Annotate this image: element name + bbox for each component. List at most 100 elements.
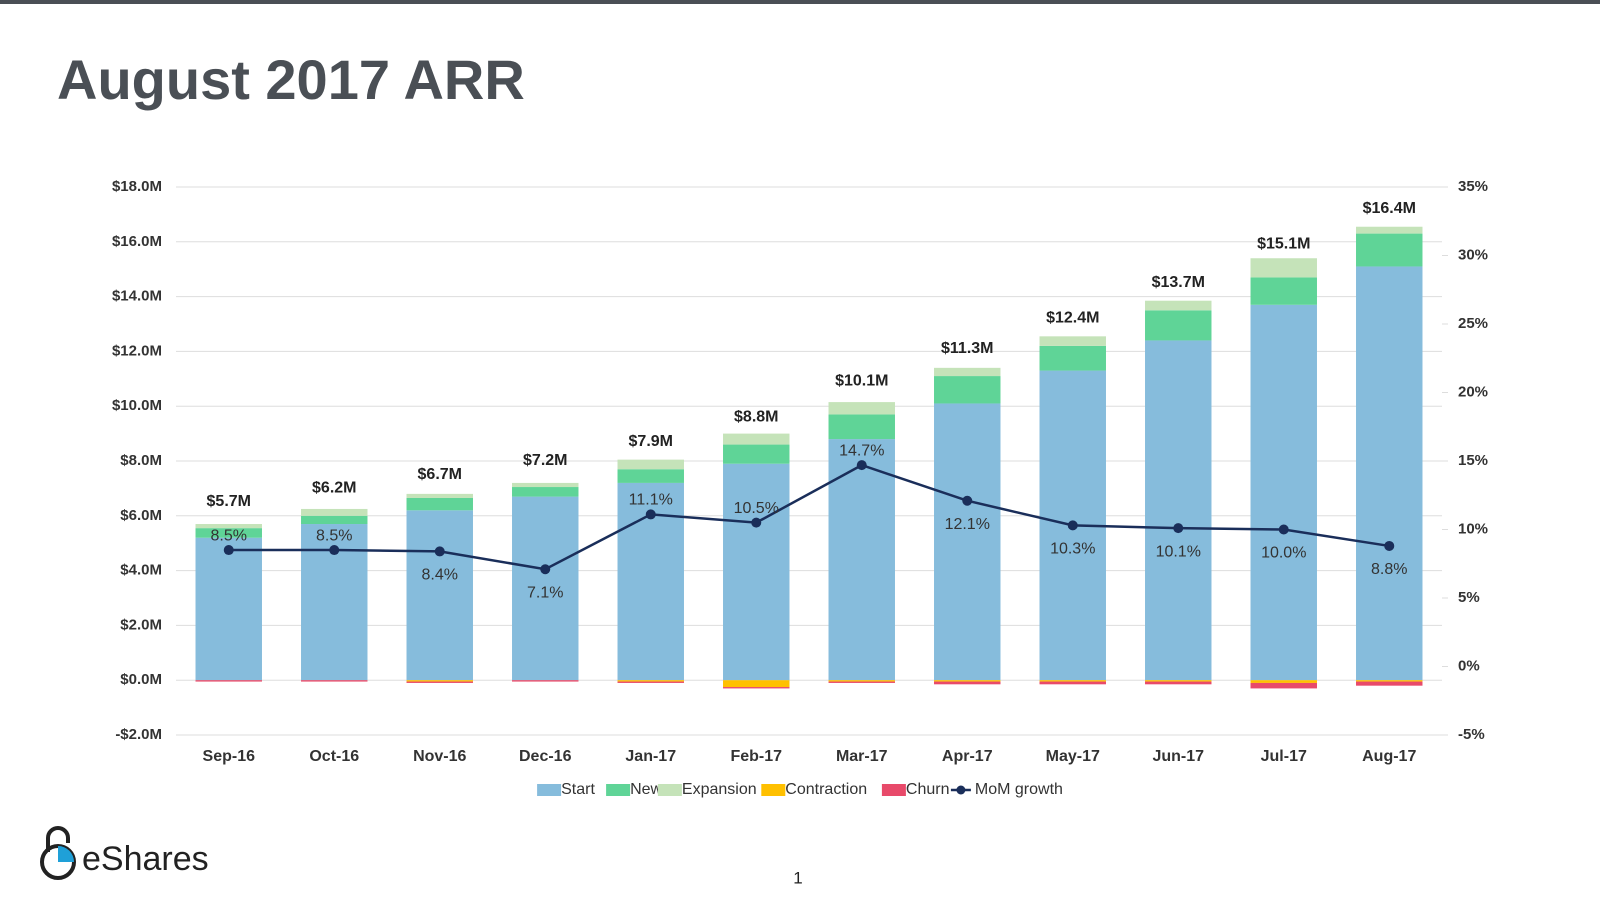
logo-text: eShares (82, 840, 209, 878)
total-label: $5.7M (207, 493, 251, 510)
bar-segment (1250, 277, 1317, 305)
bar-segment (512, 487, 579, 497)
bar-segment (1356, 266, 1423, 681)
bar-segment (723, 433, 790, 445)
y-tick-label: $18.0M (112, 178, 162, 195)
total-label: $7.2M (523, 452, 567, 469)
bar-segment (301, 680, 368, 682)
y-tick-label: $2.0M (120, 616, 162, 633)
bar-segment (195, 680, 262, 682)
bar-segment (406, 493, 473, 498)
bar-segment (617, 469, 684, 483)
line-point (434, 546, 445, 557)
line-point (1173, 523, 1184, 534)
y2-tick-label: 10% (1458, 520, 1488, 537)
bar-segment (723, 463, 790, 681)
bar-segment (828, 402, 895, 415)
x-tick-label: Jun-17 (1152, 748, 1204, 765)
legend-label: Churn (906, 781, 950, 798)
bar-segment (1145, 340, 1212, 681)
bar-segment (934, 403, 1001, 681)
total-label: $16.4M (1363, 200, 1416, 217)
line-point (223, 545, 234, 556)
line-series (228, 463, 1390, 571)
bar-segment (1145, 680, 1212, 682)
bar-segment (1250, 258, 1317, 278)
bar-segment (195, 524, 262, 529)
bar-segment (934, 376, 1001, 404)
total-label: $8.8M (734, 408, 778, 425)
total-label: $6.2M (312, 480, 356, 497)
legend-swatch (537, 784, 562, 796)
y-tick-label: $12.0M (112, 342, 162, 359)
y-tick-label: -$2.0M (115, 726, 162, 743)
bar-segment (1145, 681, 1212, 685)
bar-segment (195, 528, 262, 538)
line-point (856, 460, 867, 471)
y-tick-label: $10.0M (112, 397, 162, 414)
point-label: 8.5% (211, 527, 247, 544)
y-tick-label: $0.0M (120, 671, 162, 688)
legend-swatch (606, 784, 631, 796)
logo: eShares (40, 826, 209, 880)
point-label: 10.3% (1050, 541, 1095, 558)
point-label: 10.0% (1261, 545, 1306, 562)
bar-segment (828, 681, 895, 683)
x-tick-label: Dec-16 (519, 748, 572, 765)
point-label: 8.4% (422, 567, 458, 584)
point-label: 10.1% (1156, 543, 1201, 560)
bar-segment (1250, 682, 1317, 689)
y2-tick-label: 20% (1458, 383, 1488, 400)
line-point (329, 545, 340, 556)
slide-title: August 2017 ARR (57, 48, 525, 111)
bar-segment (406, 681, 473, 683)
bar-segment (1250, 304, 1317, 681)
point-label: 8.5% (316, 527, 352, 544)
bar-segment (934, 681, 1001, 685)
point-label: 8.8% (1371, 561, 1407, 578)
legend-swatch (881, 784, 906, 796)
bar-segment (301, 508, 368, 516)
bar-segment (828, 439, 895, 681)
legend-swatch (761, 784, 786, 796)
x-tick-label: Sep-16 (203, 748, 256, 765)
bar-segment (1356, 680, 1423, 682)
bar-segment (1145, 300, 1212, 311)
y2-tick-label: 5% (1458, 589, 1480, 606)
bar-segment (1356, 681, 1423, 686)
point-label: 14.7% (839, 442, 884, 459)
bar-segment (1250, 680, 1317, 683)
bar-segment (934, 680, 1001, 682)
bar-segment (617, 680, 684, 682)
bar-segment (512, 482, 579, 488)
bar-segment (723, 680, 790, 688)
x-tick-label: Aug-17 (1362, 748, 1416, 765)
bar-segment (1356, 226, 1423, 234)
point-label: 7.1% (527, 584, 563, 601)
legend-label: MoM growth (975, 781, 1063, 798)
bar-segment (934, 367, 1001, 377)
x-tick-label: Mar-17 (836, 748, 888, 765)
bar-segment (195, 537, 262, 681)
line-point (962, 495, 973, 506)
point-label: 12.1% (945, 516, 990, 533)
y2-tick-label: 25% (1458, 315, 1488, 332)
top-border (0, 0, 1600, 4)
legend-label: New (630, 781, 662, 798)
bar-segment (617, 459, 684, 470)
point-label: 11.1% (629, 492, 673, 509)
legend-swatch (657, 784, 682, 796)
line-point (1384, 540, 1395, 551)
legend-label: Start (561, 781, 595, 798)
y2-tick-label: 15% (1458, 452, 1488, 469)
bar-segment (828, 680, 895, 682)
y-tick-label: $8.0M (120, 452, 162, 469)
line-point (1278, 524, 1289, 535)
y-tick-label: $4.0M (120, 562, 162, 579)
total-label: $13.7M (1152, 274, 1205, 291)
x-tick-label: May-17 (1046, 748, 1100, 765)
bar-segment (1039, 681, 1106, 685)
bar-segment (512, 496, 579, 681)
